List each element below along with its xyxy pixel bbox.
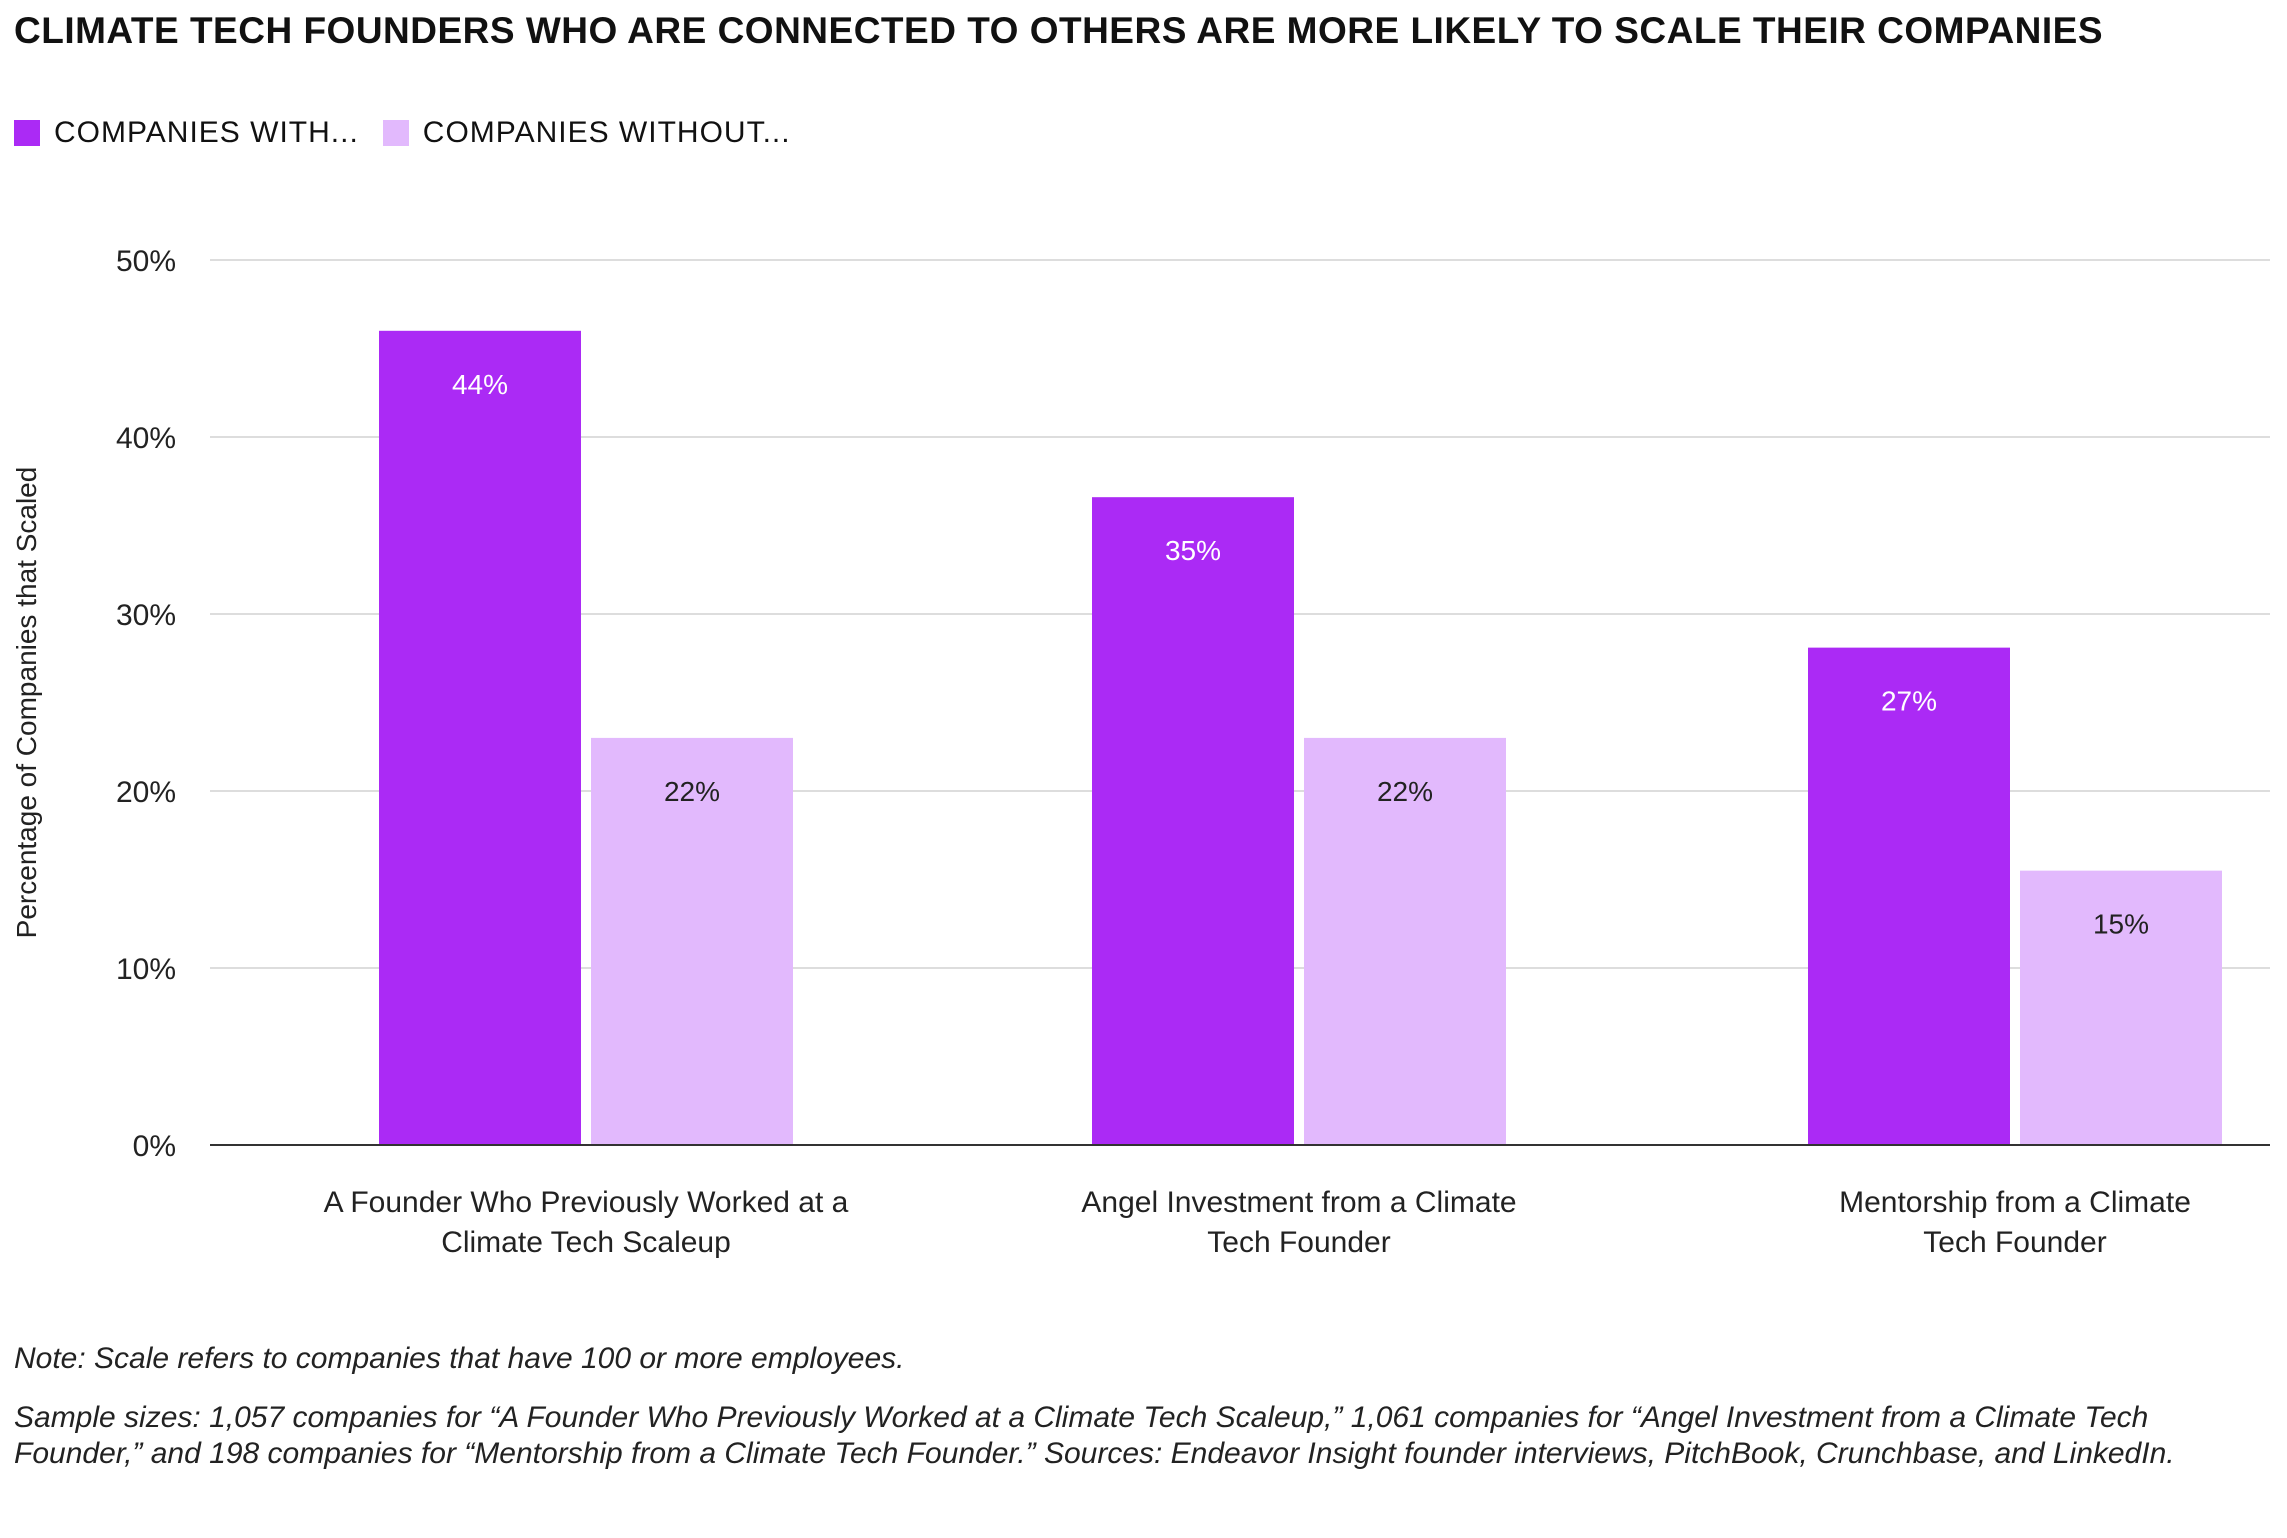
y-tick-label: 30% — [116, 599, 176, 632]
bar — [379, 330, 581, 1145]
data-label: 15% — [2093, 909, 2149, 940]
legend-item-without: COMPANIES WITHOUT... — [382, 116, 791, 150]
legend-label-with: COMPANIES WITH... — [54, 116, 359, 149]
x-tick-label: Tech Founder — [1207, 1226, 1390, 1259]
y-tick-label: 10% — [116, 953, 176, 986]
legend-label-without: COMPANIES WITHOUT... — [422, 116, 791, 149]
legend: COMPANIES WITH... COMPANIES WITHOUT... — [14, 116, 791, 150]
bar-chart: 0% 10% 20% 30% 40% 50% Percentage of Companies… — [11, 245, 2270, 1259]
y-tick-label: 40% — [116, 422, 176, 455]
chart-title: CLIMATE TECH FOUNDERS WHO ARE CONNECTED … — [14, 10, 2104, 51]
x-tick-label: Mentorship from a Climate — [1839, 1186, 2191, 1219]
data-label: 27% — [1881, 686, 1937, 717]
bar — [1304, 737, 1506, 1145]
bar — [591, 737, 793, 1145]
data-label: 22% — [1377, 776, 1433, 807]
legend-swatch-without — [382, 120, 409, 146]
x-tick-label: A Founder Who Previously Worked at a — [324, 1186, 849, 1219]
chart-note: Note: Scale refers to companies that hav… — [14, 1342, 905, 1375]
x-tick-label: Climate Tech Scaleup — [441, 1226, 731, 1259]
legend-swatch-with — [14, 120, 40, 146]
data-label: 22% — [664, 776, 720, 807]
data-label: 44% — [452, 369, 508, 400]
bar — [1092, 497, 1294, 1145]
legend-item-with: COMPANIES WITH... — [14, 116, 359, 150]
bar — [1808, 647, 2010, 1145]
y-tick-label: 0% — [133, 1130, 176, 1163]
chart-sources: Sample sizes: 1,057 companies for “A Fou… — [14, 1401, 2175, 1470]
y-tick-label: 20% — [116, 776, 176, 809]
data-label: 35% — [1165, 535, 1221, 566]
y-tick-label: 50% — [116, 245, 176, 278]
bar — [2020, 870, 2222, 1145]
x-tick-label: Angel Investment from a Climate — [1081, 1186, 1516, 1219]
x-tick-label: Tech Founder — [1923, 1226, 2106, 1259]
y-axis-label: Percentage of Companies that Scaled — [11, 467, 42, 939]
